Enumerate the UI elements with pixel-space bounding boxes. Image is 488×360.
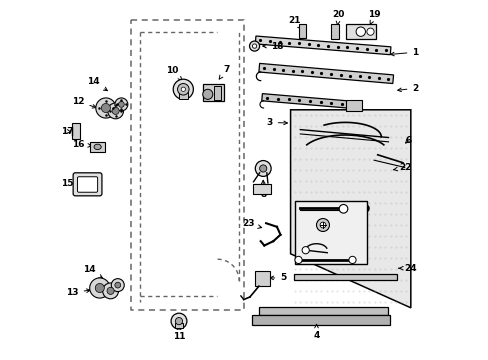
Text: 10: 10 [166, 66, 182, 80]
Circle shape [118, 102, 124, 107]
Text: 16: 16 [72, 140, 91, 149]
Bar [346, 100, 362, 111]
Circle shape [115, 282, 121, 288]
Bar [294, 274, 396, 280]
Bar [294, 201, 366, 264]
Text: 5: 5 [269, 274, 286, 282]
Bar [203, 84, 224, 101]
Text: 23: 23 [242, 220, 261, 229]
Polygon shape [290, 110, 410, 308]
Bar [72, 123, 80, 139]
Circle shape [112, 107, 119, 114]
Circle shape [95, 283, 104, 293]
Circle shape [171, 313, 186, 329]
Circle shape [348, 256, 355, 264]
Text: 21: 21 [287, 17, 301, 29]
Text: 9: 9 [352, 205, 369, 214]
Text: 13: 13 [66, 288, 90, 297]
Circle shape [355, 27, 365, 36]
Text: 7: 7 [219, 65, 229, 79]
Circle shape [316, 219, 329, 231]
Circle shape [173, 79, 193, 99]
Polygon shape [258, 307, 387, 315]
Bar [179, 92, 187, 99]
FancyBboxPatch shape [77, 177, 98, 192]
Text: 1: 1 [390, 48, 418, 57]
Circle shape [102, 283, 118, 299]
Circle shape [255, 161, 270, 176]
Circle shape [175, 318, 182, 325]
Circle shape [252, 44, 256, 48]
Circle shape [115, 98, 127, 111]
Text: 14: 14 [82, 266, 102, 278]
Text: 2: 2 [397, 84, 418, 93]
Circle shape [107, 103, 123, 119]
Text: 18: 18 [262, 42, 283, 51]
Bar [346, 24, 375, 39]
Text: 15: 15 [61, 179, 79, 188]
Text: 22: 22 [393, 163, 411, 172]
Circle shape [107, 287, 114, 294]
Text: 3: 3 [266, 118, 287, 127]
Text: 24: 24 [398, 264, 416, 273]
Circle shape [249, 41, 259, 51]
Circle shape [294, 256, 302, 264]
Bar [90, 142, 104, 152]
Circle shape [181, 87, 185, 91]
Circle shape [302, 247, 309, 254]
FancyBboxPatch shape [73, 173, 102, 196]
Circle shape [111, 279, 124, 292]
Bar [214, 86, 221, 100]
Bar [175, 323, 182, 328]
Text: 12: 12 [72, 97, 96, 108]
Circle shape [101, 103, 110, 113]
Polygon shape [258, 63, 393, 84]
Circle shape [177, 84, 189, 95]
Text: 8: 8 [260, 180, 266, 199]
Bar [254, 271, 269, 286]
Polygon shape [261, 94, 347, 108]
Text: 17: 17 [61, 127, 74, 136]
Polygon shape [255, 36, 390, 55]
Circle shape [320, 222, 325, 228]
Bar [299, 24, 305, 38]
Text: 11: 11 [172, 326, 185, 341]
Text: 4: 4 [313, 324, 319, 340]
Ellipse shape [94, 144, 101, 150]
Text: 14: 14 [87, 77, 107, 91]
Circle shape [259, 165, 266, 172]
Text: 6: 6 [405, 136, 410, 145]
Bar [330, 24, 338, 39]
Circle shape [366, 28, 373, 35]
Circle shape [203, 89, 212, 99]
Circle shape [96, 98, 116, 118]
Text: 19: 19 [368, 10, 380, 24]
Polygon shape [251, 315, 389, 325]
Text: 20: 20 [332, 10, 345, 25]
Bar [253, 184, 270, 194]
Circle shape [339, 204, 347, 213]
Circle shape [89, 278, 110, 298]
